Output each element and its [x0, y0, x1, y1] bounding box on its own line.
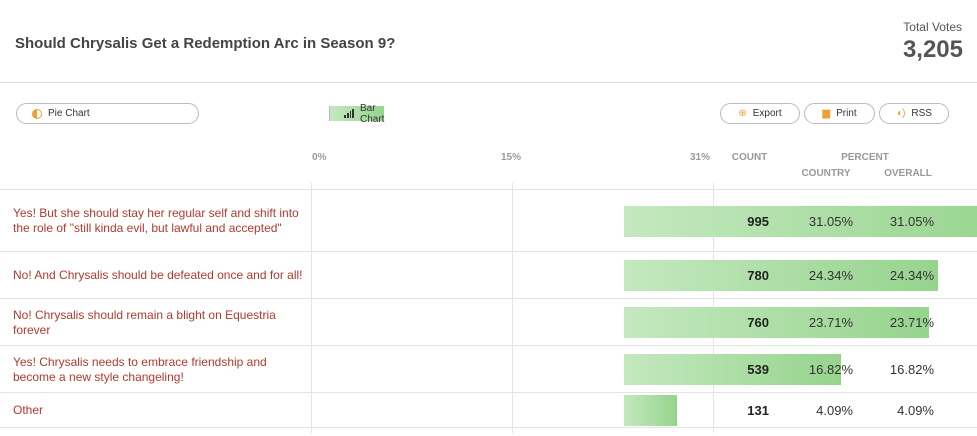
- table-row: Yes! Chrysalis needs to embrace friendsh…: [0, 346, 977, 393]
- percent-header: PERCENT: [841, 152, 889, 163]
- percent-overall: 4.09%: [897, 403, 934, 418]
- percent-country: 16.82%: [808, 362, 853, 377]
- country-header: COUNTRY: [801, 168, 851, 179]
- rss-label: RSS: [911, 108, 932, 119]
- vote-count: 539: [747, 362, 769, 377]
- axis-tick-0: 0%: [312, 152, 327, 163]
- total-votes-label: Total Votes: [903, 20, 962, 34]
- table-row: Other 131 4.09% 4.09%: [0, 393, 977, 428]
- export-label: Export: [752, 108, 782, 119]
- export-icon: ⊕: [738, 108, 747, 119]
- answer-label: Yes! But she should stay her regular sel…: [13, 206, 299, 235]
- gridline-15: [512, 183, 513, 433]
- percent-country: 4.09%: [816, 403, 853, 418]
- answer-label: No! And Chrysalis should be defeated onc…: [13, 268, 303, 282]
- bar-chart-icon: [344, 109, 354, 118]
- pie-chart-button[interactable]: Pie Chart: [17, 104, 107, 123]
- print-button[interactable]: ▆ Print: [804, 103, 875, 124]
- percent-overall: 24.34%: [889, 268, 934, 283]
- poll-header: Should Chrysalis Get a Redemption Arc in…: [0, 0, 977, 83]
- result-bar: [624, 354, 841, 385]
- printer-icon: ▆: [822, 108, 831, 119]
- table-row: Yes! But she should stay her regular sel…: [0, 190, 977, 252]
- vote-count: 995: [747, 214, 769, 229]
- result-bar: [624, 260, 938, 291]
- table-row: No! And Chrysalis should be defeated onc…: [0, 252, 977, 299]
- chart-type-toggle: Pie Chart Bar Chart: [16, 103, 385, 125]
- percent-country: 24.34%: [808, 268, 853, 283]
- percent-overall: 16.82%: [889, 362, 934, 377]
- result-bar: [624, 395, 677, 426]
- percent-overall: 23.71%: [889, 315, 934, 330]
- overall-header: OVERALL: [884, 168, 932, 179]
- pie-chart-label: Pie Chart: [48, 108, 90, 119]
- export-button[interactable]: ⊕ Export: [720, 103, 800, 124]
- percent-country: 23.71%: [808, 315, 853, 330]
- answer-label: Other: [13, 403, 44, 417]
- print-label: Print: [836, 108, 857, 119]
- rss-button[interactable]: ◖) RSS: [879, 103, 949, 124]
- rss-icon: ◖): [896, 108, 906, 119]
- gridline-0: [311, 183, 312, 433]
- vote-count: 760: [747, 315, 769, 330]
- axis-tick-1: 15%: [501, 152, 522, 163]
- answer-label: No! Chrysalis should remain a blight on …: [13, 307, 276, 337]
- percent-overall: 31.05%: [889, 214, 934, 229]
- percent-country: 31.05%: [808, 214, 853, 229]
- count-header: COUNT: [731, 152, 768, 163]
- bar-chart-label: Bar Chart: [360, 102, 385, 125]
- table-top-border: [0, 189, 977, 190]
- vote-count: 131: [747, 403, 769, 418]
- axis-tick-2: 31%: [690, 152, 711, 163]
- answer-label: Yes! Chrysalis needs to embrace friendsh…: [13, 354, 267, 384]
- vote-count: 780: [747, 268, 769, 283]
- pie-chart-icon: [32, 108, 42, 119]
- bar-chart-button[interactable]: Bar Chart: [329, 103, 385, 125]
- total-votes-value: 3,205: [902, 36, 963, 63]
- result-bar: [624, 307, 929, 338]
- table-row: No! Chrysalis should remain a blight on …: [0, 299, 977, 346]
- poll-title: Should Chrysalis Get a Redemption Arc in…: [15, 35, 396, 52]
- result-bar: [624, 206, 977, 237]
